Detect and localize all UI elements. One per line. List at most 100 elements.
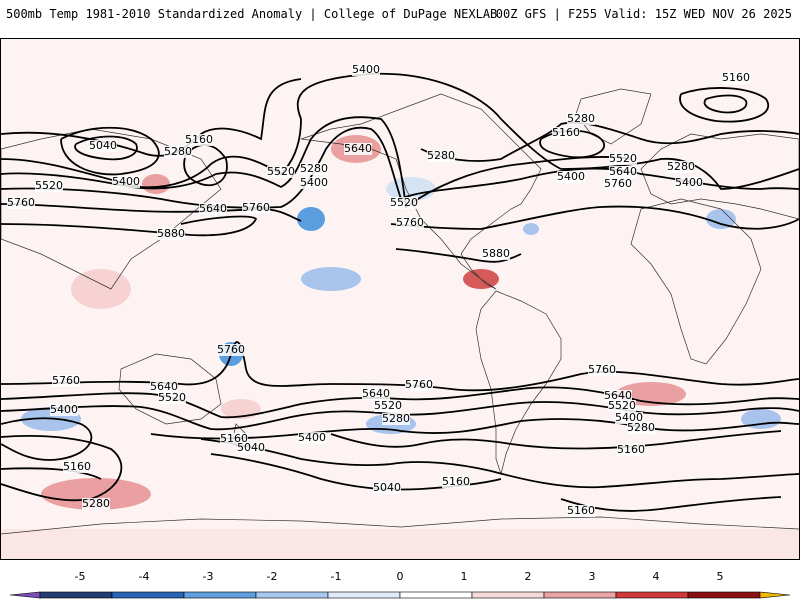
contour-label-5280-alaska: 5280: [300, 162, 328, 175]
contour-label-5760-spac: 5760: [405, 378, 433, 391]
contour-label-5520-asia: 5520: [35, 179, 63, 192]
colorbar-tick-label: -3: [202, 570, 214, 583]
contour-label-5040-nz: 5040: [237, 441, 265, 454]
contour-5760-north: [1, 203, 799, 230]
contour-label-5640-atl: 5640: [609, 165, 637, 178]
south-america-coast: [475, 290, 562, 476]
colorbar-tick-label: 3: [588, 570, 596, 583]
colorbar-tick-label: -1: [330, 570, 342, 583]
contour-label-5640-satl: 5640: [604, 389, 632, 402]
contour-5760-south: [1, 341, 799, 392]
contour-5040-north: [74, 94, 748, 161]
colorbar-segment-10: [687, 591, 761, 599]
east-asia-coast: [1, 128, 222, 290]
contour-label-5400-npac: 5400: [352, 63, 380, 76]
australia-coast: [118, 353, 222, 425]
svg-text:5040: 5040: [237, 441, 265, 454]
contour-label-5640-spac: 5640: [362, 387, 390, 400]
colorbar-tick-label: -5: [74, 570, 86, 583]
contour-label-5160-ant: 5160: [63, 460, 91, 473]
cold-anomaly-epac: [297, 207, 325, 231]
contour-5400-south: [1, 417, 799, 461]
svg-text:5280: 5280: [82, 497, 110, 510]
europe-asia-coast: [640, 133, 799, 220]
colorbar-segment-11: [759, 591, 791, 599]
svg-text:5160: 5160: [722, 71, 750, 84]
contour-label-5760-atl: 5760: [604, 177, 632, 190]
warm-anomaly-nz: [221, 399, 261, 419]
contour-5880-north: [1, 215, 522, 263]
svg-text:5640: 5640: [604, 389, 632, 402]
contour-label-5280-spac: 5280: [382, 412, 410, 425]
colorbar: -5 -4 -3 -2 -1 0 1 2 3 4 5: [0, 570, 800, 600]
svg-text:5520: 5520: [374, 399, 402, 412]
svg-text:5400: 5400: [675, 176, 703, 189]
svg-text:5640: 5640: [362, 387, 390, 400]
svg-text:5160: 5160: [552, 126, 580, 139]
contour-label-5280-ant: 5280: [82, 497, 110, 510]
colorbar-segment-4: [255, 591, 329, 599]
svg-text:5880: 5880: [482, 247, 510, 260]
africa-coast: [630, 198, 762, 365]
svg-text:5160: 5160: [442, 475, 470, 488]
svg-text:5280: 5280: [164, 145, 192, 158]
contour-label-5880-pac: 5880: [157, 227, 185, 240]
colorbar-tick-label: 2: [524, 570, 532, 583]
svg-text:5640: 5640: [344, 142, 372, 155]
contour-label-5280-siberia: 5280: [164, 145, 192, 158]
contour-label-5880-carib: 5880: [482, 247, 510, 260]
svg-text:5280: 5280: [627, 421, 655, 434]
contour-label-5640-pac: 5640: [199, 202, 227, 215]
svg-text:5640: 5640: [609, 165, 637, 178]
contour-label-5640-aus: 5640: [150, 380, 178, 393]
cold-anomaly-sindian: [741, 409, 781, 429]
contour-label-5280-eur: 5280: [667, 160, 695, 173]
cold-anomaly-trop: [301, 267, 361, 291]
contour-label-5160-siberia: 5160: [185, 133, 213, 146]
colorbar-tick-label: 1: [460, 570, 468, 583]
contour-label-5520-satl: 5520: [608, 399, 636, 412]
contour-label-5760-us: 5760: [396, 216, 424, 229]
svg-text:5280: 5280: [427, 149, 455, 162]
svg-text:5400: 5400: [112, 175, 140, 188]
svg-text:5400: 5400: [298, 431, 326, 444]
svg-text:5160: 5160: [220, 432, 248, 445]
svg-text:5760: 5760: [405, 378, 433, 391]
svg-text:5520: 5520: [35, 179, 63, 192]
header-bar: 500mb Temp 1981-2010 Standardized Anomal…: [0, 0, 800, 30]
svg-text:5520: 5520: [390, 196, 418, 209]
contour-label-5040-siberia: 5040: [89, 139, 117, 152]
svg-text:5760: 5760: [588, 363, 616, 376]
contour-label-5160-satl2: 5160: [567, 504, 595, 517]
svg-text:5160: 5160: [185, 133, 213, 146]
contour-label-5400-eur: 5400: [675, 176, 703, 189]
warm-anomaly-asia: [142, 174, 170, 194]
contour-5160-south: [1, 438, 799, 489]
contour-label-5400-sio: 5400: [50, 403, 78, 416]
svg-text:5400: 5400: [615, 411, 643, 424]
svg-text:5520: 5520: [267, 165, 295, 178]
svg-text:5280: 5280: [382, 412, 410, 425]
map-title: 500mb Temp 1981-2010 Standardized Anomal…: [6, 7, 498, 21]
colorbar-segment-6: [399, 591, 473, 599]
colorbar-segment-2: [111, 591, 185, 599]
contour-label-5400-asia: 5400: [112, 175, 140, 188]
svg-text:5160: 5160: [617, 443, 645, 456]
contour-label-5520-us: 5520: [390, 196, 418, 209]
polar-warm-band: [1, 529, 799, 559]
cold-anomaly-eur: [706, 209, 736, 229]
warm-anomaly-indo: [71, 269, 131, 309]
svg-text:5520: 5520: [609, 152, 637, 165]
contour-label-5160-greenland: 5160: [722, 71, 750, 84]
contour-label-5760-pac: 5760: [242, 201, 270, 214]
svg-text:5760: 5760: [604, 177, 632, 190]
colorbar-bar: [9, 591, 791, 599]
svg-text:5880: 5880: [157, 227, 185, 240]
colorbar-segment-1: [39, 591, 113, 599]
contour-label-5760-wpac: 5760: [7, 196, 35, 209]
svg-text:5040: 5040: [373, 481, 401, 494]
svg-text:5400: 5400: [352, 63, 380, 76]
contour-5160-north: [60, 87, 769, 187]
colorbar-tick-label: 4: [652, 570, 660, 583]
